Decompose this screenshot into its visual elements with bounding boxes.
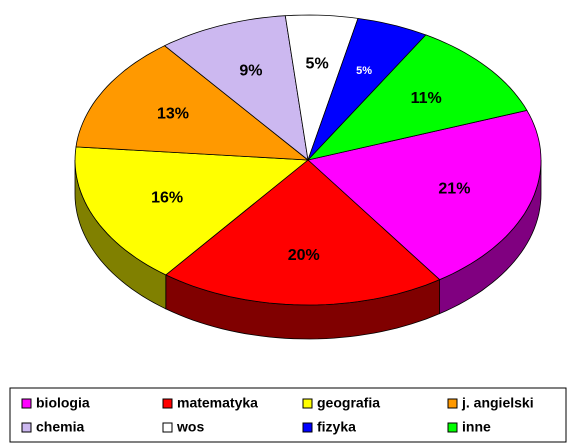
legend-swatch <box>21 398 32 409</box>
data-label: 11% <box>411 90 442 107</box>
legend-label: chemia <box>36 419 84 435</box>
slice <box>307 109 542 281</box>
legend-label: biologia <box>36 395 90 411</box>
slice <box>165 159 441 306</box>
legend-label: wos <box>176 419 204 435</box>
legend-label: matematyka <box>177 395 258 411</box>
data-label: 20% <box>288 247 320 264</box>
slice <box>307 17 427 161</box>
legend-swatch <box>447 398 458 409</box>
legend-box <box>9 387 567 443</box>
legend-swatch <box>302 422 313 433</box>
data-label: 9% <box>239 62 262 79</box>
data-label: 16% <box>151 190 183 207</box>
legend-swatch <box>21 422 32 433</box>
data-label: 5% <box>356 65 372 77</box>
legend-label: j. angielski <box>461 395 534 411</box>
slice <box>75 45 310 161</box>
slice <box>74 146 310 276</box>
legend-swatch <box>302 398 313 409</box>
legend-swatch <box>162 398 173 409</box>
slice <box>284 14 359 161</box>
legend-label: inne <box>462 419 491 435</box>
slice <box>306 34 528 161</box>
slice <box>163 15 309 161</box>
legend-label: fizyka <box>317 419 356 435</box>
legend-swatch <box>447 422 458 433</box>
legend-label: geografia <box>317 395 380 411</box>
data-label: 13% <box>157 105 189 122</box>
data-label: 5% <box>306 56 329 73</box>
data-label: 21% <box>438 180 470 197</box>
legend-swatch <box>162 422 173 433</box>
